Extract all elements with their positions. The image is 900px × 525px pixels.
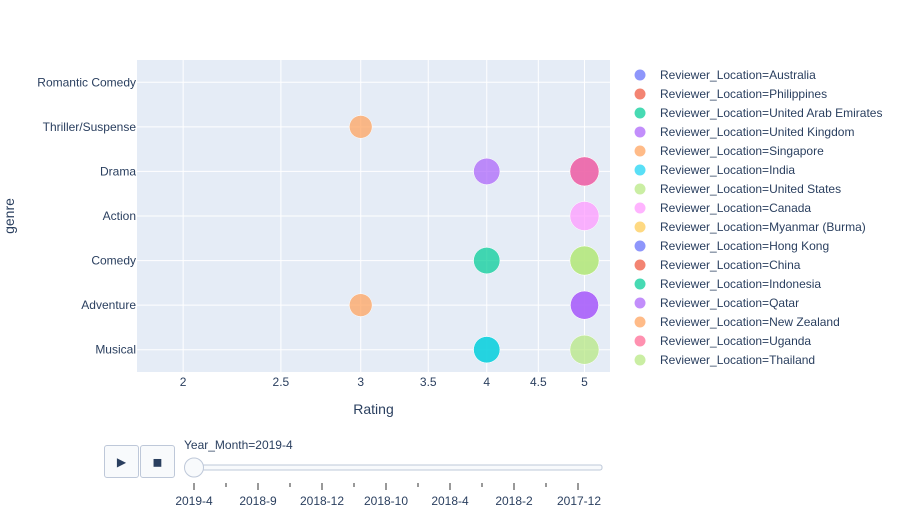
slider-step-label[interactable]: 2018-2 <box>495 494 533 508</box>
legend-marker <box>634 240 646 252</box>
legend-label: Reviewer_Location=United Arab Emirates <box>660 106 882 120</box>
legend-label: Reviewer_Location=India <box>660 163 795 177</box>
legend-marker <box>634 297 646 309</box>
y-tick-label: Comedy <box>91 254 136 268</box>
legend-marker <box>634 145 646 157</box>
data-point <box>569 201 600 231</box>
stop-button[interactable]: ◼ <box>140 445 175 478</box>
data-point <box>569 334 600 365</box>
legend-item[interactable]: Reviewer_Location=United Arab Emirates <box>634 106 883 120</box>
slider-step-label[interactable]: 2018-9 <box>239 494 277 508</box>
data-point <box>473 247 501 275</box>
data-point <box>473 336 501 364</box>
legend-label: Reviewer_Location=Singapore <box>660 144 824 158</box>
legend-item[interactable]: Reviewer_Location=Uganda <box>634 334 812 348</box>
legend-item[interactable]: Reviewer_Location=Myanmar (Burma) <box>634 220 866 234</box>
legend-marker <box>634 278 646 290</box>
legend-label: Reviewer_Location=Canada <box>660 201 811 215</box>
legend-label: Reviewer_Location=Hong Kong <box>660 239 829 253</box>
play-icon: ▶ <box>116 454 127 469</box>
legend-item[interactable]: Reviewer_Location=New Zealand <box>634 315 840 329</box>
legend-item[interactable]: Reviewer_Location=United Kingdom <box>634 125 855 139</box>
slider-step-label[interactable]: 2018-10 <box>364 494 408 508</box>
data-point <box>570 290 599 320</box>
legend-marker <box>634 316 646 328</box>
legend-item[interactable]: Reviewer_Location=China <box>634 258 801 272</box>
x-tick-label: 2.5 <box>273 375 290 389</box>
legend-label: Reviewer_Location=United Kingdom <box>660 125 854 139</box>
slider-step-label[interactable]: 2018-4 <box>431 494 469 508</box>
legend-item[interactable]: Reviewer_Location=United States <box>634 182 842 196</box>
legend-item[interactable]: Reviewer_Location=Philippines <box>634 87 828 101</box>
slider-rail[interactable] <box>185 464 603 471</box>
x-tick-labels: 2 2.5 3 3.5 4 4.5 5 <box>180 375 588 389</box>
slider-step-label[interactable]: 2018-12 <box>300 494 344 508</box>
x-tick-label: 3.5 <box>420 375 437 389</box>
stop-icon: ◼ <box>152 454 163 469</box>
legend-label: Reviewer_Location=Philippines <box>660 87 827 101</box>
legend-item[interactable]: Reviewer_Location=India <box>634 163 796 177</box>
x-tick-label: 3 <box>357 375 364 389</box>
x-tick-label: 5 <box>581 375 588 389</box>
data-point <box>569 156 600 187</box>
slider-step-label[interactable]: 2017-12 <box>557 494 601 508</box>
y-tick-label: Romantic Comedy <box>37 75 136 89</box>
y-tick-label: Thriller/Suspense <box>43 120 137 134</box>
slider-handle[interactable] <box>184 457 204 478</box>
x-tick-label: 2 <box>180 375 187 389</box>
legend-label: Reviewer_Location=United States <box>660 182 841 196</box>
legend-label: Reviewer_Location=Myanmar (Burma) <box>660 220 866 234</box>
legend-marker <box>634 221 646 233</box>
legend-item[interactable]: Reviewer_Location=Qatar <box>634 296 800 310</box>
y-gridlines <box>137 81 610 351</box>
slider-current-value: Year_Month=2019-4 <box>184 438 293 452</box>
legend: Reviewer_Location=Australia Reviewer_Loca… <box>634 68 883 367</box>
legend-item[interactable]: Reviewer_Location=Indonesia <box>634 277 822 291</box>
legend-item[interactable]: Reviewer_Location=Canada <box>634 201 812 215</box>
legend-label: Reviewer_Location=China <box>660 258 801 272</box>
x-tick-label: 4 <box>483 375 490 389</box>
legend-marker <box>634 183 646 195</box>
slider-step-label[interactable]: 2019-4 <box>175 494 213 508</box>
y-tick-label: Adventure <box>81 298 136 312</box>
legend-marker <box>634 164 646 176</box>
x-axis-title: Rating <box>353 401 393 417</box>
legend-item[interactable]: Reviewer_Location=Singapore <box>634 144 825 158</box>
legend-label: Reviewer_Location=New Zealand <box>660 315 840 329</box>
y-tick-label: Action <box>103 209 136 223</box>
legend-item[interactable]: Reviewer_Location=Australia <box>634 68 817 82</box>
legend-label: Reviewer_Location=Uganda <box>660 334 811 348</box>
legend-marker <box>634 88 646 100</box>
data-point <box>349 293 373 317</box>
x-tick-label: 4.5 <box>530 375 547 389</box>
data-point <box>349 115 373 139</box>
legend-label: Reviewer_Location=Australia <box>660 68 816 82</box>
legend-marker <box>634 354 646 366</box>
y-axis-title: genre <box>1 198 17 234</box>
legend-marker <box>634 126 646 138</box>
data-point <box>473 157 501 185</box>
legend-marker <box>634 259 646 271</box>
play-button[interactable]: ▶ <box>104 445 139 478</box>
y-tick-label: Musical <box>95 343 136 357</box>
year-month-slider[interactable]: Year_Month=2019-4 2019-4 2018-9 2018-12 201… <box>175 438 603 508</box>
legend-label: Reviewer_Location=Indonesia <box>660 277 821 291</box>
y-tick-labels: Musical Adventure Comedy Action Drama Thrille… <box>37 75 136 356</box>
legend-label: Reviewer_Location=Thailand <box>660 353 815 367</box>
legend-marker <box>634 69 646 81</box>
legend-marker <box>634 107 646 119</box>
legend-item[interactable]: Reviewer_Location=Thailand <box>634 353 816 367</box>
data-point <box>569 245 600 276</box>
data-markers <box>349 115 600 365</box>
legend-marker <box>634 202 646 214</box>
y-tick-label: Drama <box>100 164 136 178</box>
slider-steps: 2019-4 2018-9 2018-12 2018-10 2018-4 2018-2 20… <box>175 483 601 508</box>
legend-item[interactable]: Reviewer_Location=Hong Kong <box>634 239 830 253</box>
legend-label: Reviewer_Location=Qatar <box>660 296 799 310</box>
legend-marker <box>634 335 646 347</box>
